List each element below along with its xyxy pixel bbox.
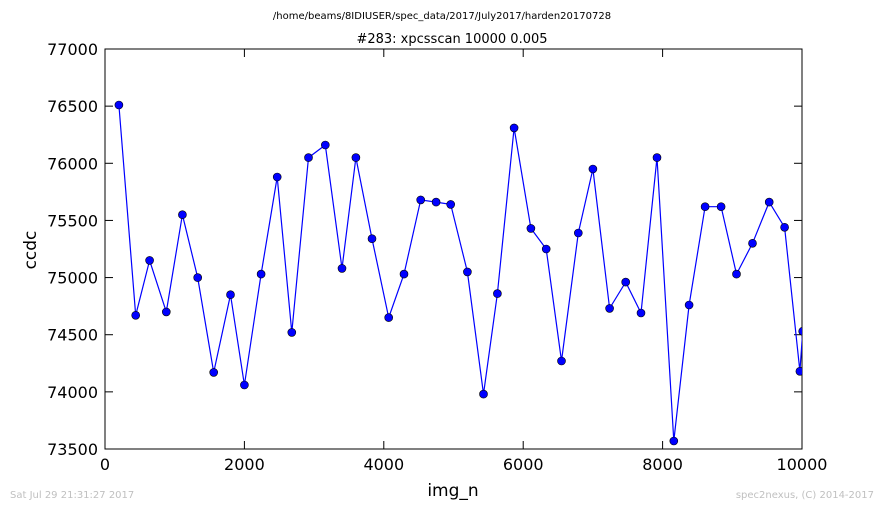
series-layer	[114, 100, 802, 446]
data-point	[557, 356, 566, 366]
data-point	[416, 195, 426, 205]
y-tick-label: 76000	[47, 154, 98, 173]
y-tick-label: 73500	[47, 440, 98, 459]
data-point	[526, 224, 536, 233]
data-point	[287, 328, 297, 337]
data-point	[541, 244, 551, 254]
x-tick-label: 0	[100, 455, 110, 474]
x-axis-label: img_n	[427, 481, 478, 501]
data-point	[337, 264, 347, 273]
data-point	[145, 256, 154, 265]
y-tick-label: 76500	[47, 97, 98, 116]
data-point	[780, 223, 789, 232]
data-point	[256, 269, 266, 279]
data-point	[320, 140, 330, 150]
x-tick-label: 4000	[363, 455, 404, 474]
data-point	[304, 153, 313, 162]
footer-timestamp: Sat Jul 29 21:31:27 2017	[10, 490, 134, 501]
data-point	[399, 269, 409, 279]
data-point	[732, 269, 741, 279]
data-point	[605, 304, 614, 313]
file-path-header: /home/beams/8IDIUSER/spec_data/2017/July…	[273, 11, 611, 22]
data-point	[493, 289, 502, 298]
data-point	[748, 239, 757, 248]
data-point	[272, 172, 282, 182]
data-point	[636, 308, 646, 318]
data-point	[684, 300, 694, 310]
data-point	[764, 197, 774, 207]
data-point	[131, 310, 140, 320]
data-point	[226, 290, 235, 300]
series-line	[118, 104, 802, 442]
data-point	[463, 267, 472, 277]
data-point	[669, 436, 679, 446]
y-tick-label: 75000	[47, 269, 98, 288]
data-point	[573, 228, 583, 238]
data-point	[716, 202, 726, 211]
x-tick-label: 6000	[503, 455, 544, 474]
data-point	[193, 273, 202, 282]
data-point	[367, 234, 377, 243]
data-point	[621, 277, 631, 287]
data-point	[351, 153, 361, 162]
x-tick-label: 10000	[777, 455, 828, 474]
x-axis: 0 2000 4000 6000 8000 10000	[100, 49, 828, 474]
x-tick-label: 8000	[642, 455, 683, 474]
plot-area	[104, 48, 803, 450]
plot-frame	[104, 48, 803, 450]
y-tick-label: 74500	[47, 326, 98, 345]
y-tick-label: 75500	[47, 211, 98, 230]
y-tick-label: 74000	[47, 383, 98, 402]
series-clip-group	[114, 100, 802, 446]
data-point	[431, 197, 441, 207]
data-point	[162, 307, 171, 317]
data-point	[446, 200, 456, 209]
data-point	[114, 100, 124, 110]
data-point	[652, 153, 662, 162]
data-point	[588, 164, 598, 174]
x-tick-label: 2000	[224, 455, 265, 474]
data-point	[384, 313, 394, 322]
data-point	[509, 123, 519, 133]
data-point	[700, 202, 710, 211]
data-point	[798, 327, 802, 336]
y-tick-label: 77000	[47, 40, 98, 59]
footer-credit: spec2nexus, (C) 2014-2017	[736, 490, 874, 501]
data-point	[240, 380, 249, 390]
data-point	[479, 389, 488, 399]
data-point	[795, 367, 802, 376]
chart-title: #283: xpcsscan 10000 0.005	[356, 32, 547, 47]
data-point	[209, 368, 218, 377]
y-axis-label: ccdc	[21, 231, 41, 270]
data-point	[178, 210, 187, 219]
y-axis: 73500 74000 74500 75000 75500 76000 76500 77000	[47, 40, 802, 459]
